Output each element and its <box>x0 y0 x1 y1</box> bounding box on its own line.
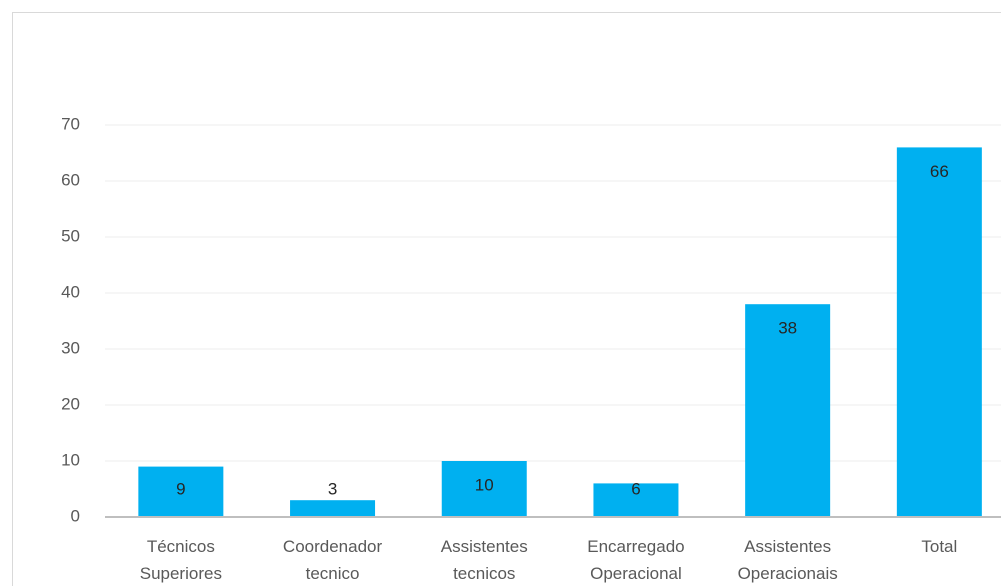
x-tick-label: Assistentes Operacionais <box>738 537 838 583</box>
bar <box>290 500 376 517</box>
bar <box>896 147 982 517</box>
data-label: 38 <box>778 319 797 338</box>
y-tick-label: 30 <box>61 338 80 357</box>
y-tick-label: 60 <box>61 170 80 189</box>
bar <box>745 304 831 517</box>
data-label: 9 <box>176 479 185 498</box>
bar <box>441 461 527 517</box>
x-tick-label: Total <box>921 537 957 556</box>
y-tick-label: 0 <box>71 506 80 525</box>
y-tick-label: 50 <box>61 226 80 245</box>
bar <box>138 466 224 517</box>
x-tick-label: Coordenador tecnico <box>283 537 383 583</box>
data-label: 66 <box>930 162 949 181</box>
data-label: 6 <box>631 479 640 498</box>
y-tick-label: 20 <box>61 394 80 413</box>
x-tick-label: Assistentes tecnicos <box>441 537 528 583</box>
data-label: 3 <box>328 479 337 498</box>
bar <box>593 483 679 517</box>
data-label: 10 <box>475 475 494 494</box>
y-tick-label: 10 <box>61 450 80 469</box>
y-tick-label: 70 <box>61 114 80 133</box>
x-tick-label: Técnicos Superiores <box>140 537 222 583</box>
x-tick-label: Encarregado Operacional <box>587 537 684 583</box>
y-tick-label: 40 <box>61 282 80 301</box>
